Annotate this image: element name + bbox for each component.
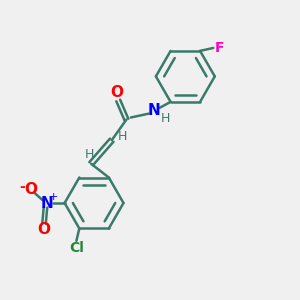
Text: O: O: [24, 182, 37, 197]
Text: H: H: [161, 112, 170, 125]
Text: N: N: [40, 196, 53, 211]
Text: Cl: Cl: [69, 241, 84, 255]
Text: O: O: [110, 85, 123, 100]
Text: -: -: [19, 180, 25, 194]
Text: N: N: [148, 103, 161, 118]
Text: O: O: [38, 222, 50, 237]
Text: H: H: [118, 130, 128, 143]
Text: H: H: [85, 148, 94, 161]
Text: F: F: [215, 41, 224, 55]
Text: +: +: [49, 191, 58, 202]
